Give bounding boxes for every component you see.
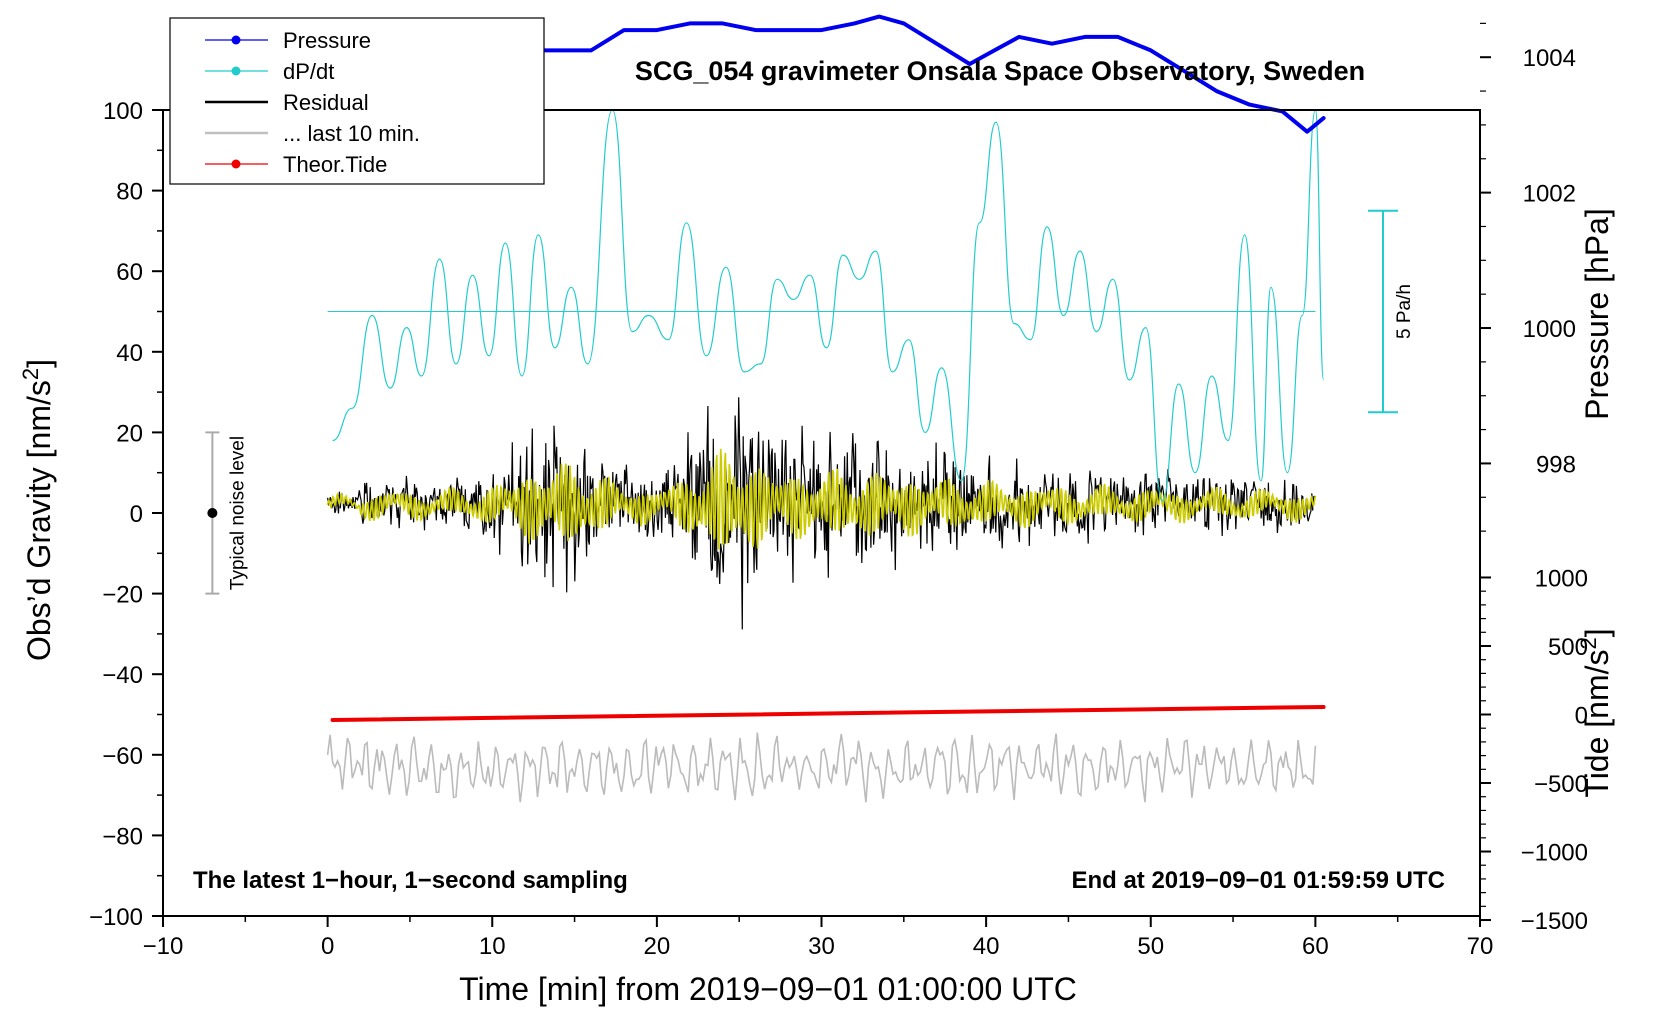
tide-tick-label: 1000 — [1535, 565, 1588, 592]
filtered-residual-series — [326, 448, 1317, 550]
legend-item: Pressure — [205, 28, 371, 53]
legend-label: ... last 10 min. — [283, 121, 420, 146]
legend-swatch-marker — [231, 35, 241, 45]
tide-tick-label: −1500 — [1521, 908, 1588, 935]
y-tick-label: 100 — [103, 98, 143, 125]
tide-axis-label-close: ] — [1579, 628, 1615, 637]
legend-item: ... last 10 min. — [205, 121, 420, 146]
tide-tick-label: 500 — [1548, 634, 1588, 661]
y-tick-label: −60 — [102, 743, 143, 770]
tide-tick-label: −1000 — [1521, 840, 1588, 867]
y-axis-label-text: Obs’d Gravity [nm/s — [21, 380, 57, 661]
x-tick-label: 0 — [321, 933, 334, 960]
y-tick-label: −80 — [102, 823, 143, 850]
pressure-tick-label: 1004 — [1523, 45, 1576, 72]
tide-tick-label: 0 — [1575, 703, 1588, 730]
x-tick-label: 50 — [1137, 933, 1164, 960]
y-tick-label: −40 — [102, 662, 143, 689]
x-axis-label: Time [min] from 2019−09−01 01:00:00 UTC — [459, 971, 1077, 1007]
y-tick-label: −20 — [102, 582, 143, 609]
legend-swatch-marker — [231, 159, 241, 169]
x-tick-label: 30 — [808, 933, 835, 960]
x-tick-label: 10 — [479, 933, 506, 960]
legend-label: Pressure — [283, 28, 371, 53]
y-axis-label-sup: 2 — [18, 368, 43, 380]
legend-item: Theor.Tide — [205, 152, 387, 177]
y-tick-label: 20 — [116, 420, 143, 447]
tide-axis-label-text: Tide [nm/s — [1579, 649, 1615, 797]
y-tick-label: 80 — [116, 179, 143, 206]
legend-swatch-marker — [231, 66, 241, 76]
pressure-tick-label: 1000 — [1523, 316, 1576, 343]
axes: −10 0 10 20 30 40 50 60 70−100−80−60−40−20020406… — [89, 22, 1588, 960]
pressure-tick-label: 998 — [1536, 451, 1576, 478]
last-10-min-series — [326, 732, 1317, 803]
tide-tick-label: −500 — [1534, 771, 1588, 798]
x-tick-label: 70 — [1467, 933, 1494, 960]
annotation-sampling: The latest 1−hour, 1−second sampling — [193, 867, 628, 894]
y-tick-label: 60 — [116, 259, 143, 286]
legend: Pressure dP/dt Residual ... last 10 min. The… — [169, 17, 545, 185]
legend-item: dP/dt — [205, 59, 334, 84]
noise-bar-marker — [207, 508, 218, 518]
y-axis-label: Obs’d Gravity [nm/s2] — [18, 359, 57, 661]
legend-item: Residual — [205, 90, 369, 115]
annotation-end-time: End at 2019−09−01 01:59:59 UTC — [1071, 867, 1445, 894]
x-tick-label: 60 — [1302, 933, 1329, 960]
noise-label: Typical noise level — [227, 436, 248, 590]
chart-title: SCG_054 gravimeter Onsala Space Observat… — [635, 56, 1365, 86]
legend-label: dP/dt — [283, 59, 334, 84]
y-tick-label: 40 — [116, 340, 143, 367]
tide-axis-label: Tide [nm/s2] — [1576, 628, 1615, 797]
legend-label: Residual — [283, 90, 369, 115]
dpdt-series — [332, 109, 1325, 502]
rate-label: 5 Pa/h — [1394, 284, 1415, 339]
y-axis-label-close: ] — [21, 359, 57, 368]
tide-axis-label-sup: 2 — [1576, 637, 1601, 649]
pressure-tick-label: 1002 — [1523, 181, 1576, 208]
legend-label: Theor.Tide — [283, 152, 387, 177]
theor-tide-series — [330, 704, 1326, 722]
pressure-axis-label: Pressure [hPa] — [1579, 208, 1615, 420]
x-tick-label: −10 — [143, 933, 184, 960]
x-tick-label: 20 — [644, 933, 671, 960]
y-tick-label: −100 — [89, 904, 143, 931]
x-tick-label: 40 — [973, 933, 1000, 960]
y-tick-label: 0 — [130, 501, 143, 528]
